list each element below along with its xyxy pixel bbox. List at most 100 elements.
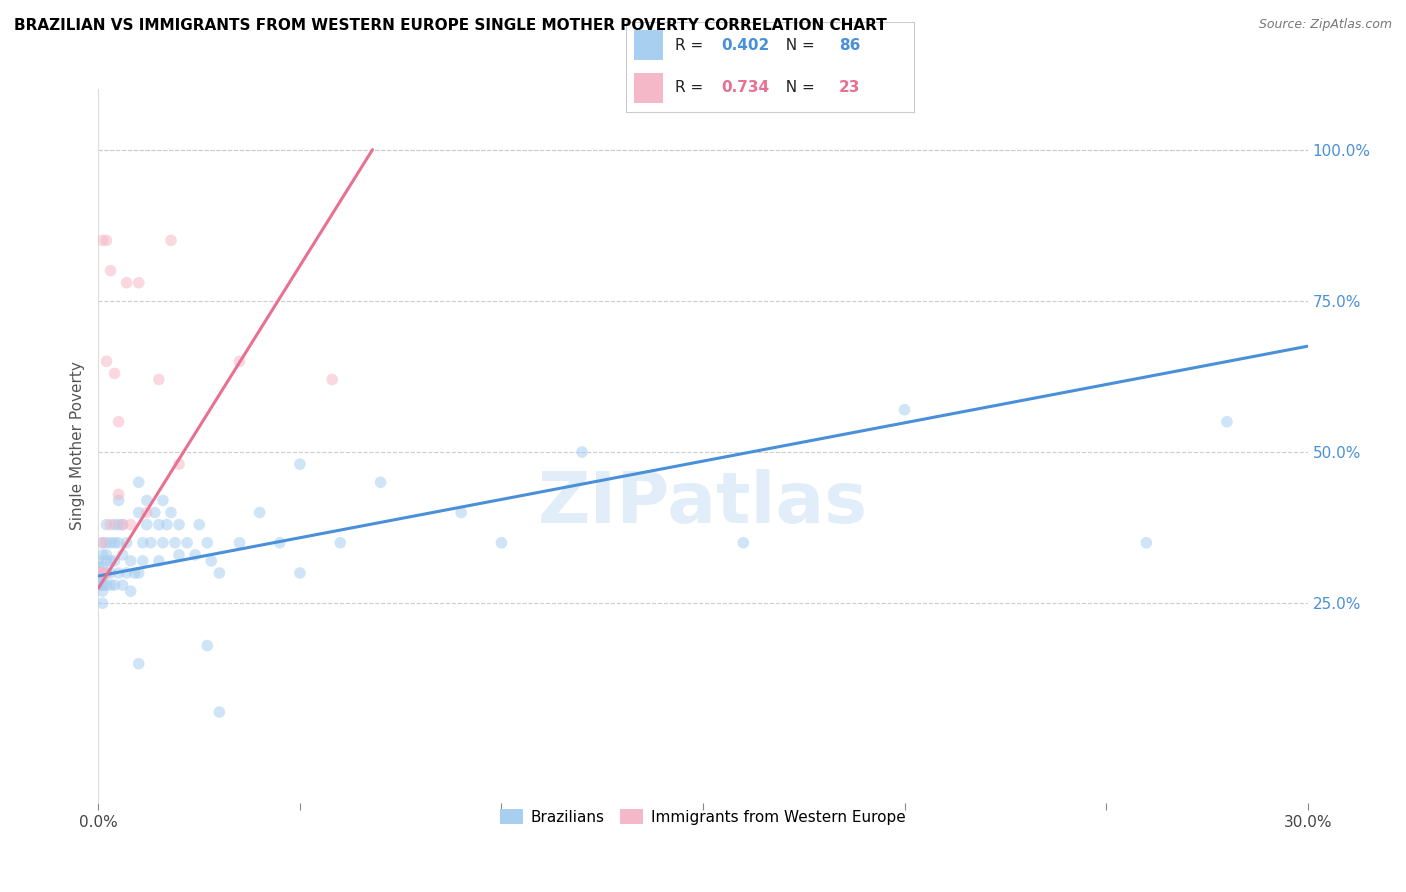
Point (96, 354, 118, 368)
Point (1135, 535, 1157, 549)
Point (111, 548, 134, 562)
Text: Source: ZipAtlas.com: Source: ZipAtlas.com (1258, 18, 1392, 31)
Point (91, 572, 114, 586)
Point (228, 535, 250, 549)
Text: ZIPatlas: ZIPatlas (538, 468, 868, 538)
Point (188, 517, 211, 532)
Point (152, 493, 174, 508)
Point (143, 506, 166, 520)
Point (148, 517, 170, 532)
Point (148, 554, 170, 568)
Point (228, 354, 250, 368)
Point (87, 566, 110, 580)
Point (195, 535, 218, 549)
Point (91, 233, 114, 247)
Point (148, 372, 170, 386)
Point (87, 572, 110, 586)
Point (87, 566, 110, 580)
Point (184, 548, 207, 562)
Point (115, 276, 138, 290)
Point (103, 517, 125, 532)
Point (571, 445, 593, 459)
Point (96, 233, 118, 247)
Point (107, 487, 129, 501)
Point (491, 535, 513, 549)
Point (87, 566, 110, 580)
Point (115, 535, 138, 549)
Point (128, 506, 150, 520)
Point (128, 657, 150, 671)
Point (132, 554, 155, 568)
Point (87, 566, 110, 580)
Text: 23: 23 (839, 80, 860, 95)
Point (120, 584, 142, 599)
Point (96, 554, 118, 568)
Point (96, 517, 118, 532)
Point (167, 457, 190, 471)
Point (91, 535, 114, 549)
Point (128, 475, 150, 490)
Point (91, 578, 114, 592)
Point (103, 535, 125, 549)
Point (96, 566, 118, 580)
Point (96, 535, 118, 549)
Point (91, 584, 114, 599)
Text: 86: 86 (839, 37, 860, 53)
Point (100, 554, 122, 568)
Legend: Brazilians, Immigrants from Western Europe: Brazilians, Immigrants from Western Euro… (495, 803, 911, 830)
Point (128, 566, 150, 580)
Point (160, 233, 183, 247)
Point (87, 572, 110, 586)
Point (124, 566, 146, 580)
Point (167, 548, 190, 562)
Point (208, 705, 231, 719)
Point (100, 263, 122, 277)
Point (156, 517, 179, 532)
Point (91, 535, 114, 549)
Point (96, 548, 118, 562)
Point (163, 535, 186, 549)
Y-axis label: Single Mother Poverty: Single Mother Poverty (69, 361, 84, 531)
Point (139, 535, 162, 549)
Point (167, 517, 190, 532)
Point (135, 517, 157, 532)
Point (91, 560, 114, 574)
Point (87, 578, 110, 592)
Point (249, 506, 271, 520)
Text: N =: N = (776, 80, 820, 95)
Point (87, 566, 110, 580)
Point (103, 578, 125, 592)
Point (100, 517, 122, 532)
Point (120, 554, 142, 568)
Point (208, 566, 231, 580)
Point (91, 596, 114, 610)
Point (370, 475, 392, 490)
Point (152, 535, 174, 549)
Point (111, 517, 134, 532)
Point (87, 566, 110, 580)
Point (87, 554, 110, 568)
FancyBboxPatch shape (634, 30, 664, 60)
Point (87, 560, 110, 574)
Point (107, 517, 129, 532)
Point (107, 415, 129, 429)
Point (195, 639, 218, 653)
Point (91, 578, 114, 592)
Point (111, 517, 134, 532)
Point (200, 554, 222, 568)
Point (100, 566, 122, 580)
Point (450, 506, 472, 520)
Text: R =: R = (675, 37, 707, 53)
Point (135, 506, 157, 520)
Point (107, 566, 129, 580)
Point (100, 578, 122, 592)
Point (893, 402, 915, 417)
Point (107, 493, 129, 508)
Point (288, 566, 311, 580)
Point (135, 493, 157, 508)
Point (176, 535, 198, 549)
Point (107, 535, 129, 549)
Text: 0.402: 0.402 (721, 37, 769, 53)
Text: R =: R = (675, 80, 707, 95)
Point (91, 566, 114, 580)
